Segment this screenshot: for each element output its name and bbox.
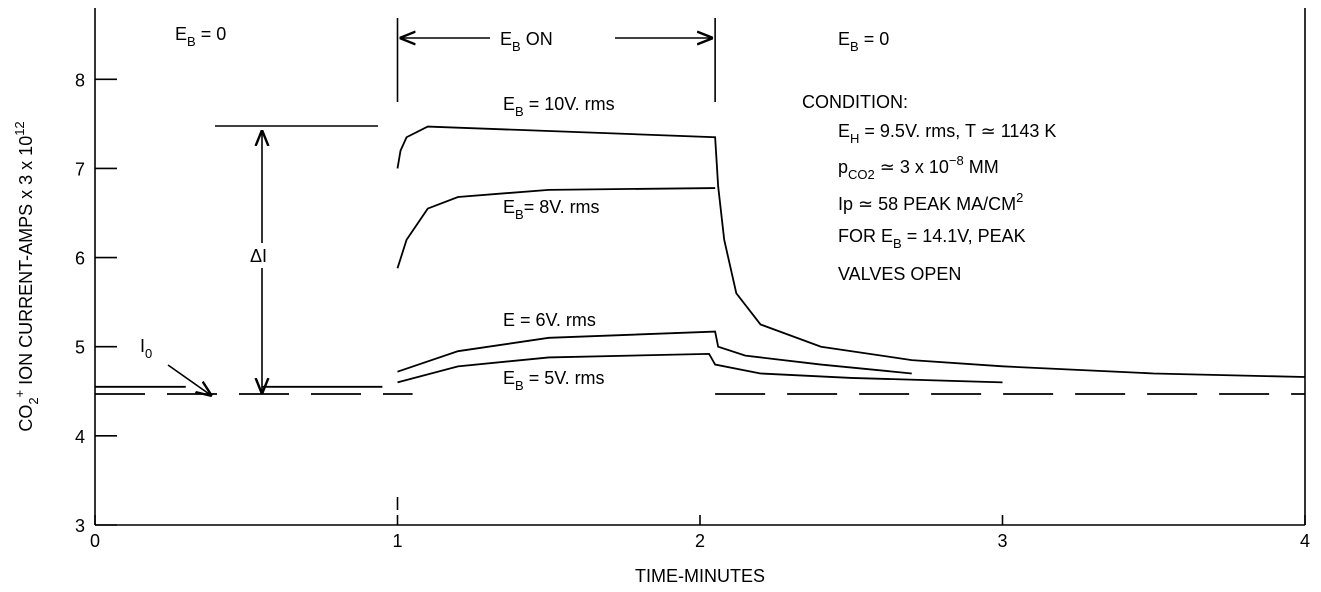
annotation: EB ON [500,29,553,54]
annotation: FOR EB = 14.1V, PEAK [838,226,1026,251]
arrow [167,364,212,396]
series-line [397,352,1003,384]
x-tick-label: 4 [1300,531,1310,551]
series-line [396,187,716,269]
series-label: EB = 5V. rms [503,368,605,393]
y-tick-label: 6 [75,249,85,269]
annotation: pCO2 ≃ 3 x 10−8 MM [838,153,999,182]
y-tick-label: 8 [75,70,85,90]
y-tick-label: 7 [75,159,85,179]
y-tick-label: 5 [75,338,85,358]
x-axis-label: TIME-MINUTES [635,566,765,586]
series-label: E = 6V. rms [503,310,596,330]
y-tick-label: 3 [75,516,85,536]
y-tick-label: 4 [75,427,85,447]
annotation: VALVES OPEN [838,264,961,284]
series-label: EB= 8V. rms [503,197,600,222]
annotation: EB = 0 [838,29,889,54]
y-axis-label: CO2+ ION CURRENT-AMPS x 3 x 1012 [12,121,41,431]
x-tick-label: 1 [392,531,402,551]
x-tick-label: 3 [997,531,1007,551]
annotation: Ip ≃ 58 PEAK MA/CM2 [838,190,1023,214]
x-tick-label: 0 [90,531,100,551]
annotation: EB = 0 [175,24,226,49]
annotation: ΔI [250,246,267,266]
series-label: EB = 10V. rms [503,94,615,119]
series-line [397,330,912,375]
annotation: CONDITION: [802,92,908,112]
annotation: EH = 9.5V. rms, T ≃ 1143 K [838,121,1056,146]
annotation: I0 [140,336,152,361]
series-line [396,125,1306,378]
x-tick-label: 2 [695,531,705,551]
